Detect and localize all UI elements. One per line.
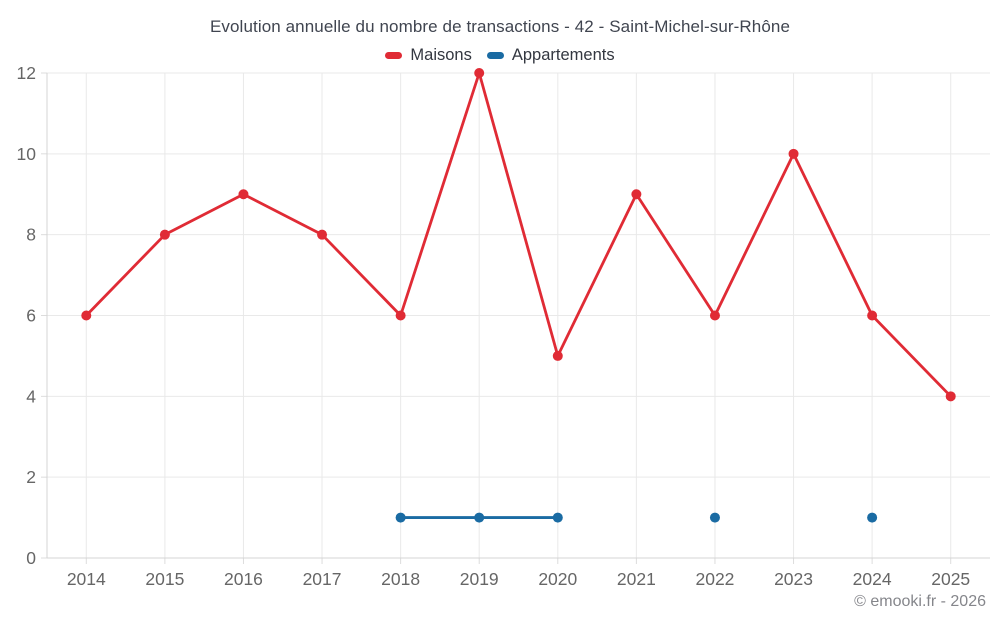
data-point-appartements[interactable] — [474, 512, 485, 523]
legend-item-appartements[interactable]: Appartements — [486, 45, 615, 65]
chart-title: Evolution annuelle du nombre de transact… — [209, 17, 791, 36]
series-maisons-line — [84, 71, 953, 398]
data-point-maisons[interactable] — [159, 229, 170, 240]
data-point-appartements[interactable] — [552, 512, 563, 523]
x-tick-label: 2020 — [538, 569, 577, 589]
data-point-maisons[interactable] — [867, 310, 878, 321]
data-point-appartements[interactable] — [395, 512, 406, 523]
data-point-maisons[interactable] — [709, 310, 720, 321]
x-tick-label: 2023 — [774, 569, 813, 589]
data-point-appartements[interactable] — [709, 512, 720, 523]
data-point-maisons[interactable] — [81, 310, 92, 321]
data-point-maisons[interactable] — [788, 148, 799, 159]
y-tick-label: 12 — [17, 63, 36, 83]
data-point-maisons[interactable] — [238, 189, 249, 200]
x-tick-label: 2022 — [695, 569, 734, 589]
data-point-appartements[interactable] — [867, 512, 878, 523]
data-point-maisons[interactable] — [317, 229, 328, 240]
copyright: © emooki.fr - 2026 — [854, 593, 986, 610]
x-tick-label: 2024 — [853, 569, 892, 589]
x-tick-label: 2019 — [460, 569, 499, 589]
legend-item-maisons[interactable]: Maisons — [385, 45, 472, 65]
data-point-maisons[interactable] — [474, 68, 485, 78]
maisons-legend-label: Maisons — [410, 45, 472, 64]
data-point-maisons[interactable] — [631, 189, 642, 200]
maisons-legend-swatch — [385, 51, 403, 59]
x-tick-label: 2017 — [303, 569, 342, 589]
data-point-maisons[interactable] — [395, 310, 406, 321]
y-tick-label: 2 — [26, 467, 36, 487]
y-tick-label: 0 — [26, 548, 36, 568]
data-point-maisons[interactable] — [945, 391, 956, 402]
y-tick-label: 8 — [26, 225, 36, 245]
x-tick-label: 2014 — [67, 569, 106, 589]
data-point-maisons[interactable] — [552, 350, 563, 361]
x-tick-label: 2018 — [381, 569, 420, 589]
x-tick-label: 2025 — [931, 569, 970, 589]
appartements-legend-label: Appartements — [511, 45, 615, 64]
y-tick-label: 6 — [26, 306, 36, 326]
appartements-legend-swatch — [486, 51, 504, 59]
x-tick-label: 2016 — [224, 569, 263, 589]
x-tick-label: 2015 — [145, 569, 184, 589]
x-tick-label: 2021 — [617, 569, 656, 589]
y-tick-label: 4 — [26, 386, 36, 406]
chart-legend: Maisons Appartements — [0, 44, 1000, 66]
y-tick-label: 10 — [17, 144, 37, 164]
